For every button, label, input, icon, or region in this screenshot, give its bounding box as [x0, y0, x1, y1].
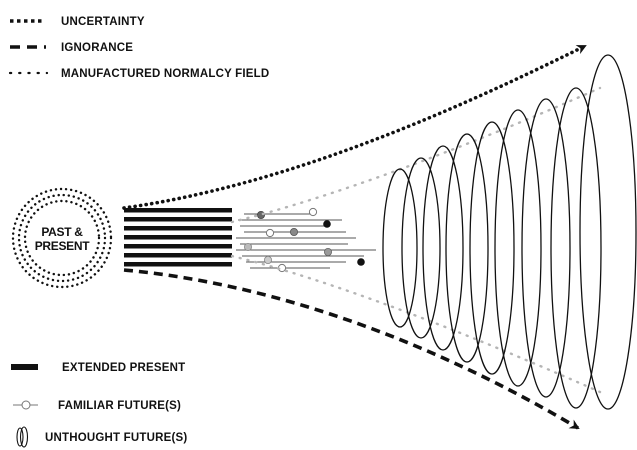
legend-unthought-futures: UNTHOUGHT FUTURE(S) — [16, 426, 187, 448]
familiar-future-dot — [308, 207, 318, 217]
unthought-future-ellipse — [469, 121, 515, 375]
uncertainty-arrow — [122, 44, 587, 210]
past-present-ring-middle — [17, 193, 107, 283]
unthought-future-ellipse — [401, 157, 441, 339]
legend-unthought-futures-label: UNTHOUGHT FUTURE(S) — [45, 432, 187, 444]
unthought-future-ellipse — [382, 168, 418, 328]
unthought-future-ellipse — [550, 87, 602, 409]
legend-uncertainty: UNCERTAINTY — [10, 16, 145, 28]
past-present-label-line1: PAST & — [41, 225, 83, 239]
legend-familiar-futures: FAMILIAR FUTURE(S) — [13, 400, 181, 412]
unthought-future-ellipse — [579, 54, 637, 410]
familiar-future-dot — [265, 228, 275, 238]
familiar-future-dot — [357, 258, 365, 266]
familiar-future-dot — [263, 255, 272, 264]
unthought-future-ellipse — [422, 145, 464, 351]
legend-normalcy-label: MANUFACTURED NORMALCY FIELD — [61, 68, 269, 80]
past-present-ring-outer — [11, 187, 113, 289]
unthought-futures-ellipse-sample — [16, 427, 24, 447]
extended-present-bar — [124, 217, 232, 222]
legend-ignorance-label: IGNORANCE — [61, 42, 133, 54]
normalcy-field-lower — [230, 254, 602, 394]
past-present-node: PAST & PRESENT — [11, 187, 113, 289]
familiar-future-dot — [289, 227, 298, 236]
extended-present-bar — [124, 235, 232, 240]
unthought-futures-cone — [382, 54, 637, 410]
legend-extended-present: EXTENDED PRESENT — [11, 362, 185, 374]
familiar-futures-cluster — [236, 207, 376, 273]
legend-normalcy-field: MANUFACTURED NORMALCY FIELD — [8, 68, 269, 80]
familiar-future-dot — [323, 220, 331, 228]
ignorance-arrow — [123, 268, 580, 430]
legend-uncertainty-label: UNCERTAINTY — [61, 16, 145, 28]
familiar-futures-dot-sample — [21, 400, 31, 410]
unthought-future-ellipse — [521, 98, 571, 398]
familiar-future-dot — [323, 247, 332, 256]
extended-present-bar — [124, 253, 232, 258]
extended-present-sample — [11, 364, 38, 370]
unthought-futures-ellipse-sample — [19, 426, 29, 448]
legend-ignorance: IGNORANCE — [10, 42, 133, 54]
extended-present-bar — [124, 244, 232, 249]
extended-present-bar — [124, 262, 232, 267]
familiar-future-dot — [243, 242, 252, 251]
normalcy-field-upper — [230, 86, 602, 224]
extended-present-bar — [124, 208, 232, 213]
unthought-future-ellipse — [494, 109, 542, 387]
past-present-label-line2: PRESENT — [35, 239, 91, 253]
legend-familiar-futures-label: FAMILIAR FUTURE(S) — [58, 400, 181, 412]
extended-present-bars — [124, 208, 232, 267]
unthought-future-ellipse — [445, 133, 489, 363]
extended-present-bar — [124, 226, 232, 231]
legend-extended-present-label: EXTENDED PRESENT — [62, 362, 185, 374]
past-present-ring-inner — [23, 199, 101, 277]
